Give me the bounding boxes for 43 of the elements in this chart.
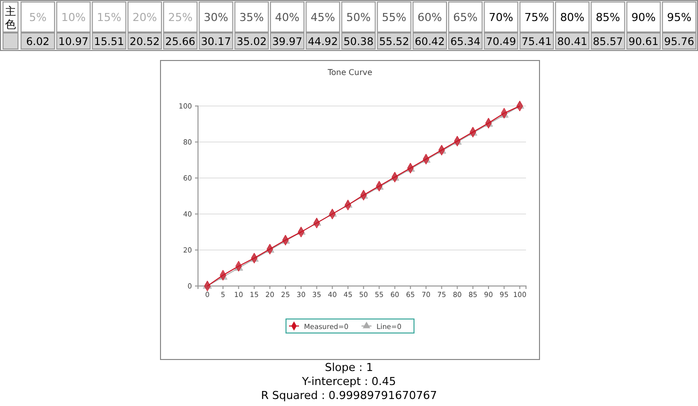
data-label: 60.42 — [414, 36, 445, 48]
x-tick-label: 40% — [275, 11, 300, 24]
x-tick-label: 5% — [29, 11, 47, 24]
data-label: 50.38 — [343, 36, 374, 48]
data-label: 30.17 — [200, 36, 232, 48]
data-label: 65.34 — [450, 36, 481, 48]
x-tick-label: 45% — [310, 11, 336, 24]
data-label: 25.66 — [165, 36, 196, 48]
data-label: 70.49 — [486, 36, 516, 48]
data-label: 75.41 — [522, 36, 552, 48]
x-tick-label: 85% — [596, 11, 620, 24]
data-label: 35.02 — [236, 36, 267, 48]
x-tick-label: 55% — [382, 11, 406, 24]
data-label: 95.76 — [664, 36, 695, 48]
data-label: 6.02 — [26, 36, 50, 48]
data-label: 85.57 — [592, 36, 623, 48]
x-tick-label: 50% — [346, 11, 371, 24]
data-label: 39.97 — [272, 36, 302, 48]
x-tick-label: 65% — [453, 11, 478, 24]
x-tick-label: 95% — [666, 11, 692, 24]
text: Slope : 1 — [324, 361, 374, 374]
text: Y-intercept : 0.45 — [300, 375, 398, 388]
data-label: 15.51 — [94, 36, 124, 48]
x-tick-label: 60% — [418, 11, 442, 24]
text: R Squared : 0.99989791670767 — [260, 389, 438, 402]
x-tick-label: 70% — [488, 11, 514, 24]
data-label: 20.52 — [130, 36, 160, 48]
x-tick-label: 15% — [96, 11, 122, 24]
data-label: 44.92 — [308, 36, 338, 48]
x-tick-label: 25% — [168, 11, 193, 24]
x-tick-label: 35% — [239, 11, 264, 24]
x-tick-label: 30% — [204, 11, 228, 24]
data-label: 90.61 — [628, 36, 659, 48]
x-tick-label: 10% — [61, 11, 86, 24]
data-label: 80.41 — [557, 36, 588, 48]
x-tick-label: 80% — [560, 11, 585, 24]
chart-title: Tone Curve — [326, 68, 372, 77]
data-label: 10.97 — [58, 36, 88, 48]
data-label: 55.52 — [379, 36, 410, 48]
y-tick-label: 主色 — [5, 5, 16, 31]
x-tick-label: 20% — [132, 11, 157, 24]
x-tick-label: 75% — [524, 11, 549, 24]
x-tick-label: 90% — [631, 11, 656, 24]
